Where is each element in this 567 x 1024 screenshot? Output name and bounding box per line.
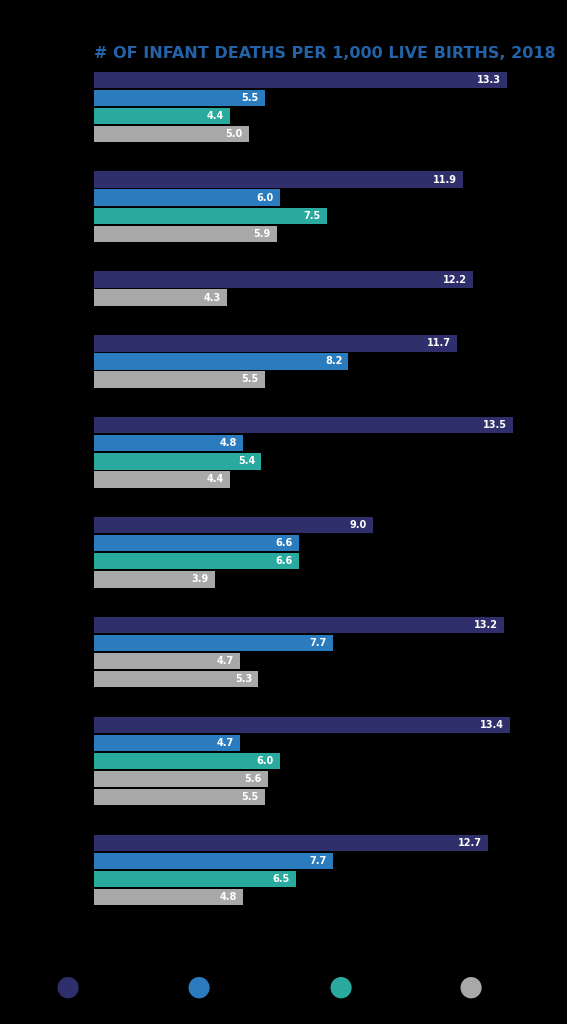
Text: 13.4: 13.4 <box>480 720 504 730</box>
Text: 13.5: 13.5 <box>483 420 507 430</box>
Text: 6.5: 6.5 <box>272 874 289 884</box>
Bar <box>94 89 265 106</box>
Text: 4.4: 4.4 <box>207 474 224 484</box>
Bar <box>94 635 333 651</box>
Bar <box>94 889 243 905</box>
Bar <box>94 335 457 351</box>
Text: 9.0: 9.0 <box>350 520 367 530</box>
Text: 7.7: 7.7 <box>310 856 327 866</box>
Text: 5.5: 5.5 <box>241 793 259 802</box>
Bar <box>94 734 240 752</box>
Text: 4.4: 4.4 <box>207 111 224 121</box>
Text: 4.7: 4.7 <box>216 738 234 748</box>
Text: 8.2: 8.2 <box>325 356 342 367</box>
Text: 4.7: 4.7 <box>216 656 234 667</box>
Bar <box>94 435 243 452</box>
Text: 6.0: 6.0 <box>257 193 274 203</box>
Bar <box>94 290 227 306</box>
Bar <box>94 616 504 633</box>
Bar <box>94 225 277 242</box>
Bar <box>94 453 261 470</box>
Bar <box>94 208 327 224</box>
Text: 6.0: 6.0 <box>257 756 274 766</box>
Bar <box>94 753 280 769</box>
Text: # OF INFANT DEATHS PER 1,000 LIVE BIRTHS, 2018: # OF INFANT DEATHS PER 1,000 LIVE BIRTHS… <box>94 46 555 61</box>
Bar <box>94 717 510 733</box>
Text: 6.6: 6.6 <box>275 539 293 548</box>
Text: 6.6: 6.6 <box>275 556 293 566</box>
Text: 5.9: 5.9 <box>253 228 271 239</box>
Bar <box>94 517 373 534</box>
Text: 5.4: 5.4 <box>238 457 255 466</box>
Text: 5.0: 5.0 <box>226 129 243 139</box>
Text: 12.7: 12.7 <box>458 838 482 848</box>
Bar <box>94 653 240 670</box>
Bar <box>94 189 280 206</box>
Bar <box>94 535 299 551</box>
Text: 13.2: 13.2 <box>473 620 498 630</box>
Bar <box>94 853 333 869</box>
Bar <box>94 771 268 787</box>
Bar <box>94 571 215 588</box>
Text: 12.2: 12.2 <box>443 274 467 285</box>
Text: 5.5: 5.5 <box>241 375 259 384</box>
Bar <box>94 271 473 288</box>
Text: 4.3: 4.3 <box>204 293 221 303</box>
Bar <box>94 671 259 687</box>
Bar <box>94 471 230 487</box>
Text: 5.5: 5.5 <box>241 93 259 102</box>
Text: 5.3: 5.3 <box>235 674 252 684</box>
Bar <box>94 171 463 187</box>
Text: ●: ● <box>187 973 210 1001</box>
Bar <box>94 788 265 806</box>
Text: 7.5: 7.5 <box>303 211 320 221</box>
Text: 13.3: 13.3 <box>477 75 501 85</box>
Text: 11.7: 11.7 <box>427 338 451 348</box>
Text: ●: ● <box>328 973 352 1001</box>
Bar <box>94 126 249 142</box>
Text: ●: ● <box>56 973 80 1001</box>
Text: 4.8: 4.8 <box>219 438 236 449</box>
Text: 4.8: 4.8 <box>219 892 236 902</box>
Bar <box>94 353 349 370</box>
Bar <box>94 870 295 887</box>
Text: 3.9: 3.9 <box>191 574 209 585</box>
Bar <box>94 553 299 569</box>
Text: 5.6: 5.6 <box>244 774 261 784</box>
Text: ●: ● <box>459 973 483 1001</box>
Bar <box>94 835 488 851</box>
Bar <box>94 72 507 88</box>
Bar <box>94 108 230 124</box>
Bar <box>94 372 265 388</box>
Text: 7.7: 7.7 <box>310 638 327 648</box>
Text: 11.9: 11.9 <box>433 175 457 184</box>
Bar <box>94 417 513 433</box>
